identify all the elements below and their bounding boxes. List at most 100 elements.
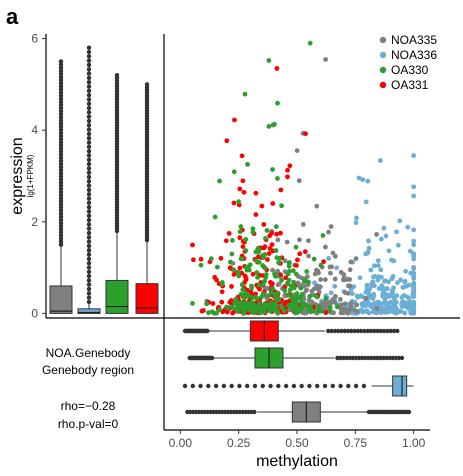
scatter-point-noa335	[306, 253, 311, 259]
vbox-outlier-noa335	[58, 155, 64, 160]
scatter-point-oa330	[319, 308, 325, 314]
scatter-point-oa330	[250, 308, 255, 314]
scatter-point-oa330	[265, 304, 271, 309]
scatter-point-noa335	[303, 288, 309, 294]
vbox-noa336	[77, 45, 101, 314]
scatter-point-noa335	[374, 306, 380, 312]
scatter-point-oa331	[240, 244, 246, 249]
scatter-point-oa331	[239, 153, 245, 159]
scatter-point-noa336	[411, 242, 417, 248]
scatter-point-noa335	[327, 264, 333, 270]
vbox-outlier-oa330	[114, 73, 120, 78]
scatter-point-oa330	[251, 302, 257, 308]
vbox-outlier-noa336	[86, 222, 92, 227]
scatter-point-noa335	[347, 277, 353, 282]
scatter-point-noa336	[363, 289, 369, 295]
vbox-outlier-noa336	[86, 71, 92, 76]
vbox-box-oa331	[135, 283, 159, 314]
scatter-point-noa336	[371, 291, 377, 297]
scatter-point-oa330	[290, 300, 296, 306]
vbox-outlier-noa335	[58, 140, 64, 145]
scatter-point-oa330	[270, 167, 275, 172]
scatter-point-noa336	[389, 276, 395, 282]
scatter-point-oa330	[291, 279, 297, 285]
scatter-point-oa330	[273, 224, 279, 230]
scatter-point-oa330	[250, 295, 256, 301]
scatter-point-noa335	[318, 277, 324, 282]
scatter-point-oa331	[223, 238, 229, 244]
scatter-point-oa330	[208, 256, 214, 262]
scatter-point-oa331	[237, 235, 243, 241]
scatter-point-noa335	[300, 221, 306, 227]
scatter-point-noa336	[392, 309, 398, 315]
scatter-point-oa331	[303, 131, 308, 137]
scatter-point-oa330	[217, 178, 222, 184]
legend-swatch-noa335	[379, 36, 387, 44]
scatter-point-noa335	[337, 297, 343, 302]
vbox-outlier-noa336	[86, 67, 92, 72]
scatter-point-oa331	[229, 284, 234, 289]
hbox-outlier-oa331	[362, 328, 367, 334]
scatter-point-oa331	[210, 301, 216, 306]
scatter-point-oa330	[236, 273, 242, 279]
scatter-point-noa336	[382, 286, 388, 292]
info-panel: NOA.Genebody Genebody region rho=−0.28 r…	[42, 346, 134, 431]
hbox-outlier-oa331	[349, 328, 354, 334]
scatter-point-noa336	[349, 291, 355, 297]
scatter-point-noa336	[387, 304, 393, 310]
scatter-point-noa335	[348, 259, 354, 265]
scatter-point-noa336	[411, 227, 417, 233]
scatter-point-noa335	[374, 231, 379, 237]
hbox-outlier-oa330	[338, 355, 343, 361]
scatter-point-oa331	[237, 186, 243, 192]
vbox-outlier-noa336	[86, 286, 92, 292]
vbox-outlier-noa335	[58, 102, 64, 108]
scatter-point-oa330	[292, 294, 298, 300]
scatter-point-oa331	[253, 190, 259, 196]
scatter-point-oa330	[320, 233, 326, 238]
vbox-outlier-noa335	[58, 239, 64, 244]
hbox-outlier-noa336	[299, 383, 304, 389]
vbox-outlier-noa335	[58, 233, 64, 238]
axis-lines	[45, 34, 460, 431]
scatter-point-noa336	[365, 178, 371, 184]
vbox-outlier-noa335	[58, 189, 64, 195]
scatter-point-noa335	[332, 276, 338, 282]
scatter-point-oa330	[299, 292, 305, 297]
scatter-point-noa335	[326, 299, 332, 305]
scatter-points	[190, 40, 417, 316]
scatter-point-oa330	[294, 309, 300, 315]
scatter-point-oa330	[286, 263, 292, 269]
scatter-point-noa336	[403, 268, 409, 274]
scatter-point-oa331	[190, 257, 196, 263]
scatter-point-noa335	[353, 256, 359, 261]
hbox-outlier-oa330	[390, 355, 395, 361]
scatter-point-oa330	[239, 256, 245, 262]
hbox-outlier-noa336	[182, 383, 188, 389]
hbox-noa335	[185, 401, 412, 423]
hbox-outlier-noa336	[322, 383, 328, 389]
scatter-point-oa331	[240, 178, 246, 184]
hbox-outlier-oa331	[329, 328, 334, 334]
scatter-point-noa336	[371, 263, 377, 269]
scatter-point-oa331	[265, 257, 270, 262]
scatter-point-oa331	[323, 310, 329, 315]
scatter-point-noa336	[411, 307, 417, 313]
scatter-point-noa335	[342, 301, 348, 307]
vbox-outlier-noa336	[86, 282, 92, 287]
vbox-outlier-noa336	[86, 54, 92, 59]
vbox-outlier-noa336	[86, 179, 92, 184]
scatter-point-noa335	[297, 237, 302, 243]
vbox-outlier-noa335	[58, 62, 64, 67]
scatter-point-oa330	[268, 300, 273, 306]
scatter-point-noa335	[345, 290, 351, 296]
vbox-outlier-noa335	[58, 161, 64, 167]
scatter-point-oa330	[257, 310, 262, 316]
hbox-outlier-noa336	[237, 383, 242, 389]
vbox-outlier-noa335	[58, 105, 64, 111]
y-tick-label-0: 0	[31, 306, 38, 320]
scatter-point-oa330	[235, 270, 241, 275]
legend-label-noa335: NOA335	[391, 33, 437, 47]
scatter-point-oa330	[243, 237, 249, 242]
hbox-outlier-noa336	[190, 383, 195, 389]
